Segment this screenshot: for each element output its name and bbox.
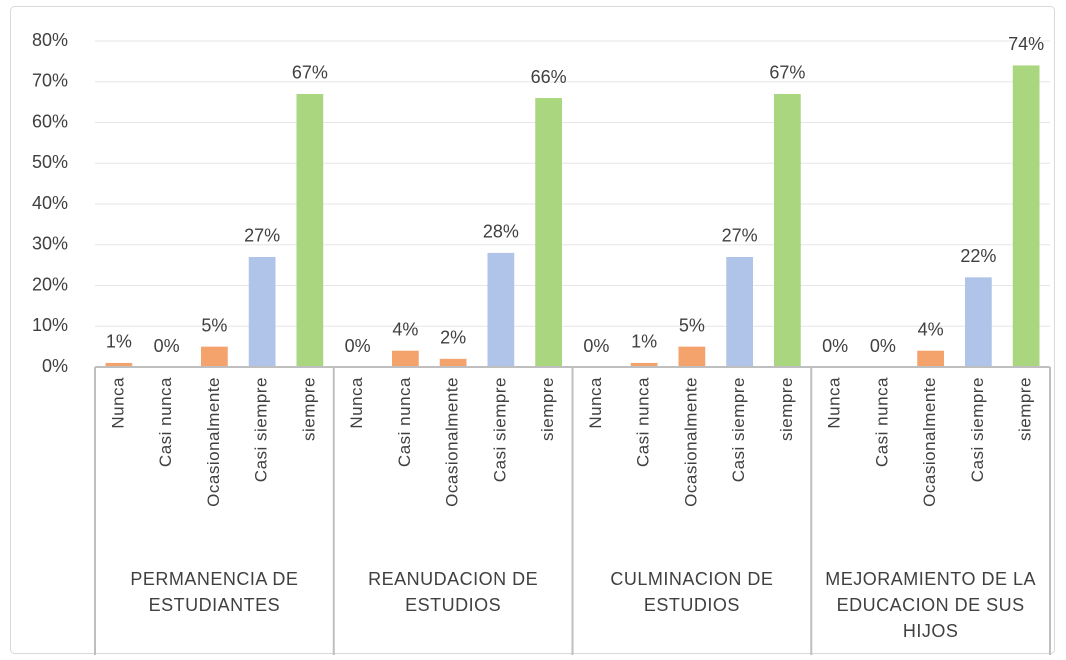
group-label: REANUDACION DE ESTUDIOS bbox=[368, 569, 539, 615]
bar bbox=[678, 346, 706, 367]
value-label: 4% bbox=[392, 319, 418, 339]
bar bbox=[630, 362, 658, 367]
bar bbox=[535, 98, 562, 368]
bar bbox=[965, 277, 992, 367]
value-label: 66% bbox=[531, 67, 567, 87]
y-tick-label: 40% bbox=[32, 193, 68, 213]
value-label: 2% bbox=[440, 328, 466, 348]
group-label: MEJORAMIENTO DE LA EDUCACION DE SUS HIJO… bbox=[825, 569, 1036, 641]
bar bbox=[917, 350, 944, 367]
y-tick-label: 20% bbox=[32, 274, 68, 294]
bar bbox=[487, 252, 515, 367]
x-tick-label: Casi siempre bbox=[490, 377, 509, 482]
value-label: 67% bbox=[769, 63, 805, 83]
group-label: CULMINACION DE ESTUDIOS bbox=[610, 569, 774, 615]
bar bbox=[774, 93, 801, 367]
value-label: 22% bbox=[960, 246, 996, 266]
chart-frame bbox=[10, 6, 1055, 654]
y-tick-label: 0% bbox=[42, 356, 68, 376]
x-tick-label: siempre bbox=[777, 377, 796, 441]
y-tick-label: 30% bbox=[32, 234, 68, 254]
value-label: 1% bbox=[106, 332, 132, 352]
x-tick-label: Casi nunca bbox=[634, 377, 653, 467]
bar bbox=[439, 358, 467, 367]
bar bbox=[105, 362, 133, 367]
x-tick-label: Nunca bbox=[825, 377, 844, 429]
y-tick-label: 60% bbox=[32, 111, 68, 131]
x-tick-label: Ocasionalmente bbox=[204, 377, 223, 507]
x-tick-label: Nunca bbox=[347, 377, 366, 429]
x-tick-label: Ocasionalmente bbox=[920, 377, 939, 507]
y-tick-label: 80% bbox=[32, 30, 68, 50]
x-tick-label: Casi siempre bbox=[968, 377, 987, 482]
value-label: 0% bbox=[154, 336, 180, 356]
value-label: 0% bbox=[870, 336, 896, 356]
x-tick-label: siempre bbox=[299, 377, 318, 441]
x-tick-label: Ocasionalmente bbox=[681, 377, 700, 507]
bar bbox=[726, 256, 753, 367]
value-label: 5% bbox=[679, 315, 705, 335]
bar bbox=[248, 256, 276, 367]
bar bbox=[1012, 65, 1040, 367]
value-label: 1% bbox=[631, 332, 657, 352]
x-tick-label: Casi nunca bbox=[872, 377, 891, 467]
value-label: 27% bbox=[244, 226, 280, 246]
value-label: 28% bbox=[483, 222, 519, 242]
bar bbox=[392, 350, 419, 367]
x-tick-label: Casi nunca bbox=[395, 377, 414, 467]
x-tick-label: Ocasionalmente bbox=[443, 377, 462, 507]
x-tick-label: Nunca bbox=[108, 377, 127, 429]
value-label: 0% bbox=[583, 336, 609, 356]
y-tick-label: 10% bbox=[32, 315, 68, 335]
x-tick-label: Nunca bbox=[586, 377, 605, 429]
value-label: 0% bbox=[822, 336, 848, 356]
x-tick-label: siempre bbox=[538, 377, 557, 441]
y-tick-label: 70% bbox=[32, 71, 68, 91]
x-tick-label: Casi nunca bbox=[156, 377, 175, 467]
value-label: 74% bbox=[1008, 34, 1044, 54]
value-label: 27% bbox=[722, 226, 758, 246]
y-tick-label: 50% bbox=[32, 152, 68, 172]
value-label: 67% bbox=[292, 63, 328, 83]
bar bbox=[201, 346, 228, 367]
x-tick-label: Casi siempre bbox=[729, 377, 748, 482]
value-label: 0% bbox=[345, 336, 371, 356]
group-label: PERMANENCIA DE ESTUDIANTES bbox=[130, 569, 299, 615]
x-tick-label: Casi siempre bbox=[252, 377, 271, 482]
value-label: 4% bbox=[918, 319, 944, 339]
x-tick-label: siempre bbox=[1016, 377, 1035, 441]
bar bbox=[296, 93, 324, 367]
value-label: 5% bbox=[201, 315, 227, 335]
